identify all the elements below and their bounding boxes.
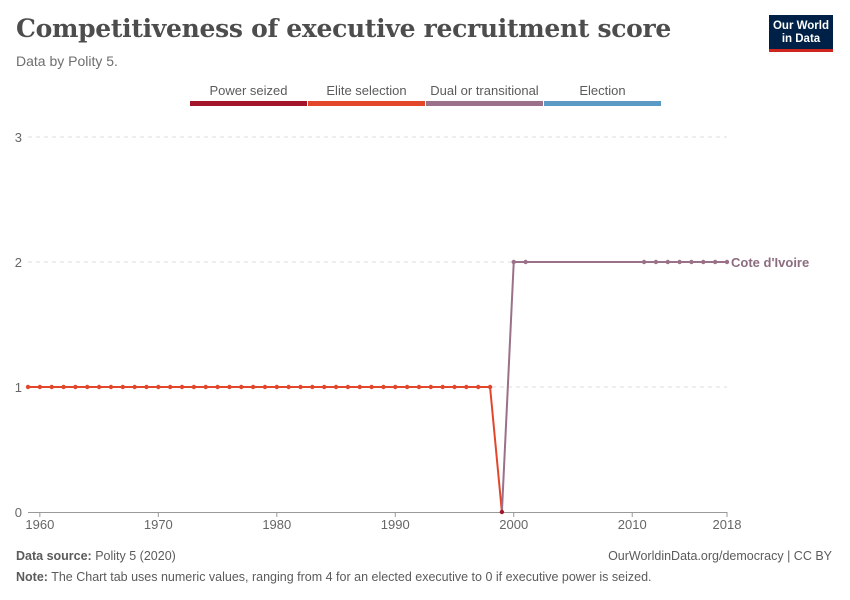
legend-swatch (308, 101, 425, 106)
footer-source: Data source: Polity 5 (2020) (16, 549, 176, 563)
note-label: Note: (16, 570, 48, 584)
data-point[interactable] (665, 259, 670, 265)
legend-label: Elite selection (326, 83, 407, 98)
data-point[interactable] (49, 384, 54, 390)
legend-swatch (426, 101, 543, 106)
x-tick-label: 1990 (381, 517, 410, 532)
data-point[interactable] (298, 384, 303, 390)
legend-label: Dual or transitional (430, 83, 539, 98)
legend-item-election[interactable]: Election (544, 83, 661, 106)
data-point[interactable] (511, 259, 516, 265)
x-tick-label: 1980 (262, 517, 291, 532)
logo-line-2: in Data (781, 33, 821, 45)
data-point[interactable] (286, 384, 291, 390)
data-point[interactable] (37, 384, 43, 390)
data-point[interactable] (96, 384, 102, 390)
data-point[interactable] (357, 384, 362, 390)
data-point[interactable] (345, 384, 351, 390)
data-point[interactable] (724, 259, 730, 265)
data-point[interactable] (120, 384, 125, 390)
data-point[interactable] (689, 259, 694, 265)
legend-item-elite-selection[interactable]: Elite selection (308, 83, 425, 106)
y-tick-label: 1 (15, 380, 22, 395)
data-point[interactable] (416, 384, 422, 390)
legend-label: Election (579, 83, 626, 98)
data-point[interactable] (333, 384, 339, 390)
color-legend: Power seized Elite selection Dual or tra… (190, 83, 662, 106)
data-point[interactable] (677, 259, 682, 265)
data-point[interactable] (428, 384, 434, 390)
source-label: Data source: (16, 549, 92, 563)
x-tick-label: 1960 (25, 517, 54, 532)
data-point[interactable] (523, 259, 528, 265)
data-point[interactable] (85, 384, 90, 390)
legend-swatch (544, 101, 661, 106)
data-point[interactable] (215, 384, 220, 390)
y-tick-label: 2 (15, 255, 22, 270)
x-tick-label: 2018 (713, 517, 742, 532)
grid-lines: 0 1 2 3 (15, 130, 727, 520)
data-point[interactable] (653, 259, 659, 265)
legend-label: Power seized (209, 83, 288, 98)
data-point[interactable] (499, 509, 505, 515)
data-point[interactable] (227, 384, 232, 390)
series-segment (489, 386, 503, 513)
x-tick-label: 2000 (499, 517, 528, 532)
data-point[interactable] (61, 384, 66, 390)
data-point[interactable] (108, 384, 114, 390)
data-point[interactable] (144, 384, 149, 390)
data-point[interactable] (239, 384, 244, 390)
series-label-cote-divoire[interactable]: Cote d'Ivoire (731, 255, 809, 270)
data-point[interactable] (262, 384, 268, 390)
data-point[interactable] (369, 384, 374, 390)
data-point[interactable] (476, 384, 481, 390)
data-point[interactable] (191, 384, 197, 390)
chart-subtitle: Data by Polity 5. (16, 53, 118, 69)
x-tick-label: 2010 (618, 517, 647, 532)
series-points (25, 259, 730, 515)
footer-url[interactable]: OurWorldinData.org/democracy | CC BY (608, 549, 832, 563)
data-point[interactable] (712, 259, 718, 265)
owid-logo[interactable]: Our World in Data (769, 15, 833, 52)
data-point[interactable] (132, 384, 137, 390)
legend-item-dual-transitional[interactable]: Dual or transitional (426, 83, 543, 106)
data-point[interactable] (250, 384, 256, 390)
source-link[interactable]: Polity 5 (2020) (95, 549, 176, 563)
series-segment (500, 261, 515, 513)
data-point[interactable] (167, 384, 173, 390)
data-point[interactable] (203, 384, 208, 390)
legend-swatch (190, 101, 307, 106)
data-point[interactable] (701, 259, 706, 265)
chart-title: Competitiveness of executive recruitment… (16, 14, 672, 43)
y-tick-label: 0 (15, 505, 22, 520)
legend-item-power-seized[interactable]: Power seized (190, 83, 307, 106)
data-point[interactable] (393, 384, 398, 390)
data-point[interactable] (381, 384, 386, 390)
data-point[interactable] (487, 384, 493, 390)
logo-line-1: Our World (772, 20, 829, 32)
y-tick-label: 3 (15, 130, 22, 145)
data-point[interactable] (641, 259, 647, 265)
x-tick-label: 1970 (144, 517, 173, 532)
data-point[interactable] (464, 384, 469, 390)
data-point[interactable] (452, 384, 457, 390)
data-point[interactable] (73, 384, 78, 390)
data-point[interactable] (25, 384, 31, 390)
data-point[interactable] (274, 384, 279, 390)
data-point[interactable] (321, 384, 327, 390)
data-point[interactable] (310, 384, 315, 390)
data-point[interactable] (404, 384, 410, 390)
footer-note: Note: The Chart tab uses numeric values,… (16, 570, 652, 584)
x-axis: 1960 1970 1980 1990 2000 2010 2018 (25, 512, 741, 532)
data-point[interactable] (440, 384, 445, 390)
data-point[interactable] (156, 384, 161, 390)
note-text: The Chart tab uses numeric values, rangi… (51, 570, 652, 584)
data-point[interactable] (179, 384, 185, 390)
